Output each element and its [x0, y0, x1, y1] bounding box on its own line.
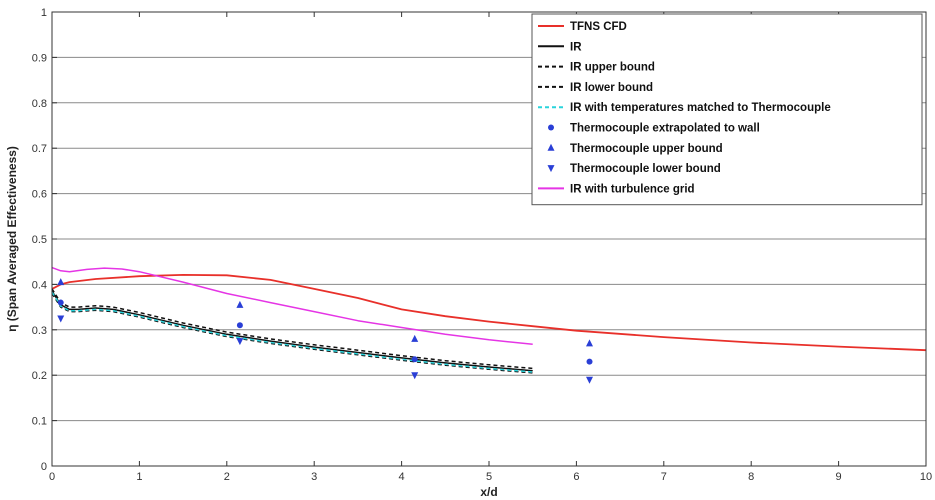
x-axis-title: x/d [480, 485, 497, 499]
y-tick-label: 0.6 [32, 189, 47, 201]
legend-swatch-thermocouple-extrapolated-to-wall [548, 124, 554, 131]
legend-swatch-thermocouple-upper-bound [547, 143, 555, 151]
series-line-ir-upper-bound [51, 288, 533, 370]
x-tick-label: 2 [224, 471, 230, 483]
y-tick-label: 0.4 [32, 279, 47, 291]
y-tick-label: 0.7 [32, 143, 47, 155]
x-tick-label: 3 [311, 471, 317, 483]
legend-label-thermocouple-extrapolated-to-wall: Thermocouple extrapolated to wall [570, 123, 760, 135]
x-tick-label: 8 [748, 471, 754, 483]
x-tick-label: 4 [399, 471, 405, 483]
y-tick-label: 0.1 [32, 416, 47, 428]
point-thermocouple-lower-bound [236, 338, 244, 346]
point-thermocouple-upper-bound [57, 278, 65, 286]
legend-label-thermocouple-lower-bound: Thermocouple lower bound [570, 163, 721, 175]
series-line-ir-lower-bound [51, 293, 533, 374]
point-thermocouple-extrapolated-to-wall [57, 299, 64, 306]
series-line-ir-with-temperatures-matched-to-thermocouple [51, 291, 533, 373]
legend-label-thermocouple-upper-bound: Thermocouple upper bound [570, 143, 723, 155]
point-thermocouple-upper-bound [236, 300, 244, 308]
x-tick-label: 0 [49, 471, 55, 483]
point-thermocouple-extrapolated-to-wall [411, 356, 418, 363]
legend-label-ir-lower-bound: IR lower bound [570, 82, 653, 94]
x-tick-label: 9 [836, 471, 842, 483]
point-thermocouple-upper-bound [411, 334, 419, 342]
point-thermocouple-upper-bound [586, 339, 594, 347]
plot-frame [51, 11, 927, 467]
point-thermocouple-lower-bound [586, 376, 594, 384]
point-thermocouple-lower-bound [411, 372, 419, 380]
legend-swatch-thermocouple-lower-bound [547, 165, 555, 173]
y-axis-title: η (Span Averaged Effectiveness) [5, 146, 19, 332]
point-thermocouple-lower-bound [57, 315, 65, 323]
legend-label-ir-upper-bound: IR upper bound [570, 62, 655, 74]
series-line-ir-with-turbulence-grid [51, 266, 533, 346]
x-tick-label: 7 [661, 471, 667, 483]
legend-layer: TFNS CFD IR IR upper bound IR lower bound IR… [531, 13, 923, 206]
legend-box [531, 13, 923, 206]
y-tick-label: 0 [41, 461, 47, 473]
y-tick-label: 0.9 [32, 52, 47, 64]
plot-layer [51, 266, 927, 384]
point-thermocouple-extrapolated-to-wall [586, 358, 593, 365]
legend-label-ir-with-turbulence-grid: IR with turbulence grid [570, 183, 695, 195]
y-tick-label: 1 [41, 7, 47, 19]
x-tick-label: 6 [573, 471, 579, 483]
y-tick-label: 0.5 [32, 234, 47, 246]
legend-label-ir: IR [570, 41, 582, 53]
x-tick-label: 1 [136, 471, 142, 483]
point-thermocouple-extrapolated-to-wall [236, 322, 243, 329]
series-line-tfns-cfd [51, 274, 927, 352]
x-tick-label: 10 [920, 471, 932, 483]
y-tick-label: 0.3 [32, 325, 47, 337]
axes-layer: 00.10.20.30.40.50.60.70.80.910 1 2 3 4 5 6 7 8 9 1… [32, 7, 932, 483]
legend-label-ir-with-temperatures-matched-to-thermocouple: IR with temperatures matched to Thermoco… [570, 102, 831, 114]
y-tick-label: 0.8 [32, 98, 47, 110]
legend-label-tfns-cfd: TFNS CFD [570, 21, 627, 33]
y-tick-label: 0.2 [32, 370, 47, 382]
x-tick-label: 5 [486, 471, 492, 483]
